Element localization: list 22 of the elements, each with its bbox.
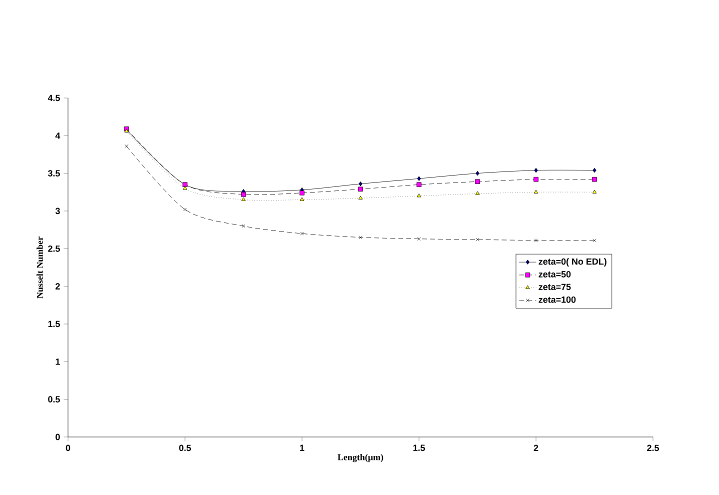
y-tick-label: 4.5	[48, 94, 60, 102]
y-tick-label: 3.5	[48, 170, 60, 176]
y-tick-label: 1	[56, 358, 60, 365]
legend-label: zeta=100	[538, 296, 576, 303]
legend-label: zeta=0( No EDL)	[538, 258, 606, 266]
y-axis-title: Nusselt Number	[36, 236, 43, 298]
y-tick-label: 3	[55, 208, 60, 214]
x-tick-label: 1.5	[413, 444, 425, 452]
y-tick-label: 1.5	[48, 320, 60, 328]
legend-label: zeta=50	[538, 271, 571, 278]
x-tick-label: 1	[300, 444, 304, 451]
y-tick-label: 2.5	[48, 245, 60, 252]
x-tick-label: 0	[66, 444, 70, 452]
x-tick-label: 2	[534, 444, 538, 452]
y-tick-label: 2	[56, 283, 60, 290]
legend-label: zeta=75	[538, 284, 571, 290]
x-tick-label: 0.5	[179, 444, 191, 452]
x-axis-title: Length(µm)	[338, 454, 384, 462]
x-tick-label: 2.5	[647, 444, 659, 452]
y-tick-label: 0	[56, 434, 60, 440]
y-tick-label: 4	[55, 132, 60, 139]
y-tick-label: 0.5	[48, 396, 60, 402]
